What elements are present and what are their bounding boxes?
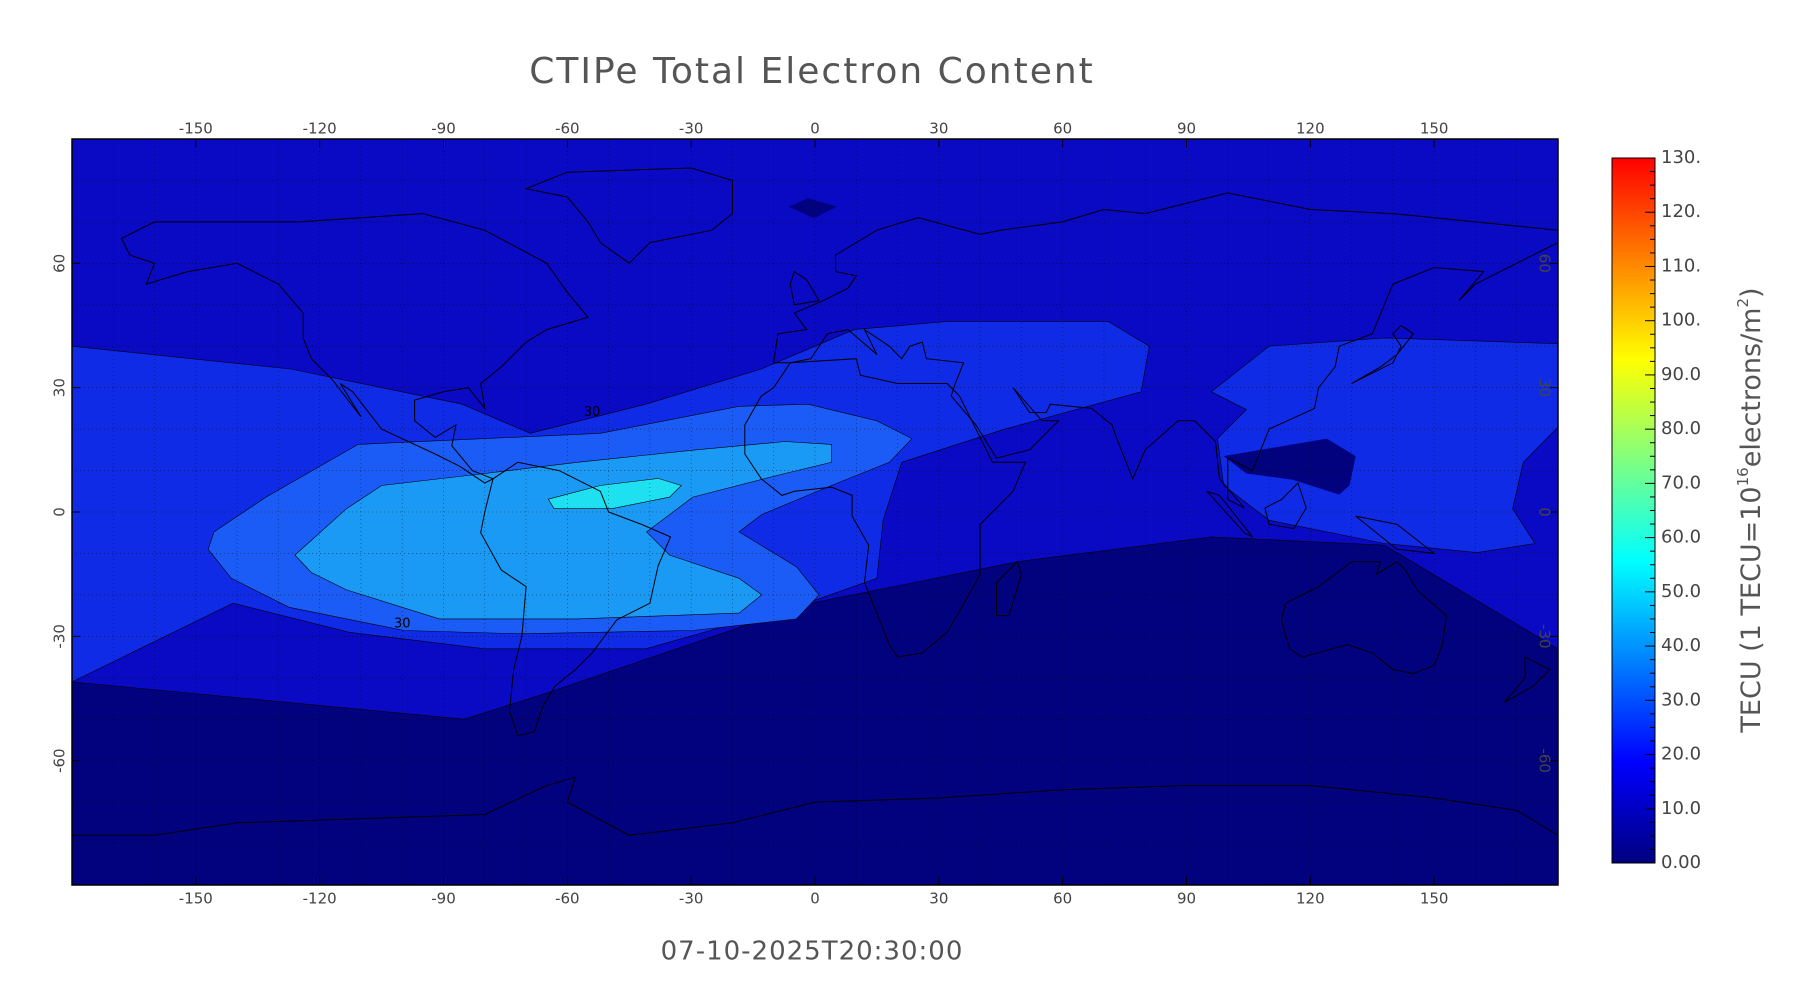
- colorbar-tick-label: 70.0: [1661, 472, 1701, 493]
- y-tick-label: -30: [1536, 624, 1554, 649]
- x-tick-label: 150: [1420, 120, 1449, 138]
- y-tick-label: 60: [1536, 254, 1554, 273]
- colorbar-label: TECU (1 TECU=1016electrons/m2): [1734, 287, 1767, 733]
- x-tick-label: 60: [1053, 120, 1072, 138]
- coastline: [524, 167, 733, 264]
- colorbar-label-part: 2: [1734, 298, 1752, 308]
- y-tick-label: -60: [51, 748, 69, 773]
- colorbar-tick-label: 10.0: [1661, 798, 1701, 819]
- y-tick-label: -30: [51, 624, 69, 649]
- colorbar-tick-label: 100.: [1661, 310, 1701, 331]
- x-tick-label: 30: [929, 890, 948, 908]
- colorbar-tick-label: 120.: [1661, 201, 1701, 222]
- x-tick-label: 60: [1053, 890, 1072, 908]
- coastline: [1351, 324, 1415, 384]
- y-tick-label: 30: [51, 378, 69, 397]
- x-tick-label: -90: [431, 890, 456, 908]
- coastline: [72, 776, 1558, 836]
- colorbar-tick-label: 80.0: [1661, 418, 1701, 439]
- colorbar-label-part: 16: [1734, 467, 1752, 486]
- colorbar-tick-label: 60.0: [1661, 527, 1701, 548]
- x-tick-label: 90: [1177, 120, 1196, 138]
- map-area: [72, 139, 1558, 885]
- tec-region: [547, 478, 682, 510]
- x-tick-label: -60: [555, 120, 580, 138]
- colorbar-tick-label: 30.0: [1661, 689, 1701, 710]
- coastline: [996, 560, 1022, 617]
- coastline: [1264, 482, 1307, 530]
- x-tick-label: -150: [179, 120, 213, 138]
- coastline: [1280, 561, 1448, 675]
- contour-label: 30: [394, 616, 411, 631]
- colorbar-tick-label: 0.00: [1661, 852, 1701, 873]
- colorbar-tick-label: 130.: [1661, 147, 1701, 168]
- tec-region: [1223, 438, 1356, 495]
- colorbar: [1611, 157, 1656, 864]
- x-tick-label: -120: [303, 120, 337, 138]
- x-tick-label: 120: [1296, 890, 1325, 908]
- colorbar-label-part: ): [1736, 287, 1767, 298]
- x-tick-label: 0: [810, 890, 820, 908]
- x-tick-label: -30: [679, 890, 704, 908]
- coastline: [1503, 656, 1551, 704]
- tec-region: [788, 198, 837, 219]
- y-tick-label: 60: [51, 254, 69, 273]
- x-tick-label: -30: [679, 120, 704, 138]
- x-tick-label: -60: [555, 890, 580, 908]
- x-tick-label: -90: [431, 120, 456, 138]
- colorbar-tick-label: 50.0: [1661, 581, 1701, 602]
- map-title: CTIPe Total Electron Content: [529, 51, 1095, 92]
- coastline: [1355, 515, 1436, 555]
- coastline: [789, 270, 820, 306]
- x-tick-label: 30: [929, 120, 948, 138]
- colorbar-tick-label: 40.0: [1661, 635, 1701, 656]
- coastline: [121, 213, 589, 484]
- x-tick-label: 150: [1420, 890, 1449, 908]
- y-tick-label: 0: [51, 507, 69, 517]
- timestamp: 07-10-2025T20:30:00: [661, 937, 964, 967]
- y-tick-label: 0: [1536, 507, 1554, 517]
- colorbar-tick-label: 110.: [1661, 255, 1701, 276]
- colorbar-tick-label: 20.0: [1661, 744, 1701, 765]
- colorbar-label-part: TECU (1 TECU=10: [1736, 486, 1767, 733]
- coastline: [1206, 490, 1253, 538]
- x-tick-label: 120: [1296, 120, 1325, 138]
- contour-label: 30: [584, 405, 601, 420]
- coastline: [773, 192, 1558, 509]
- colorbar-label-part: electrons/m: [1736, 308, 1767, 468]
- x-tick-label: -150: [179, 890, 213, 908]
- y-tick-label: -60: [1536, 748, 1554, 773]
- coastline: [744, 358, 1027, 658]
- colorbar-tick-label: 90.0: [1661, 364, 1701, 385]
- x-tick-label: -120: [303, 890, 337, 908]
- coastline: [480, 461, 672, 737]
- x-tick-label: 0: [810, 120, 820, 138]
- tec-region: [1210, 337, 1558, 553]
- tec-region: [294, 441, 832, 620]
- y-tick-label: 30: [1536, 378, 1554, 397]
- x-tick-label: 90: [1177, 890, 1196, 908]
